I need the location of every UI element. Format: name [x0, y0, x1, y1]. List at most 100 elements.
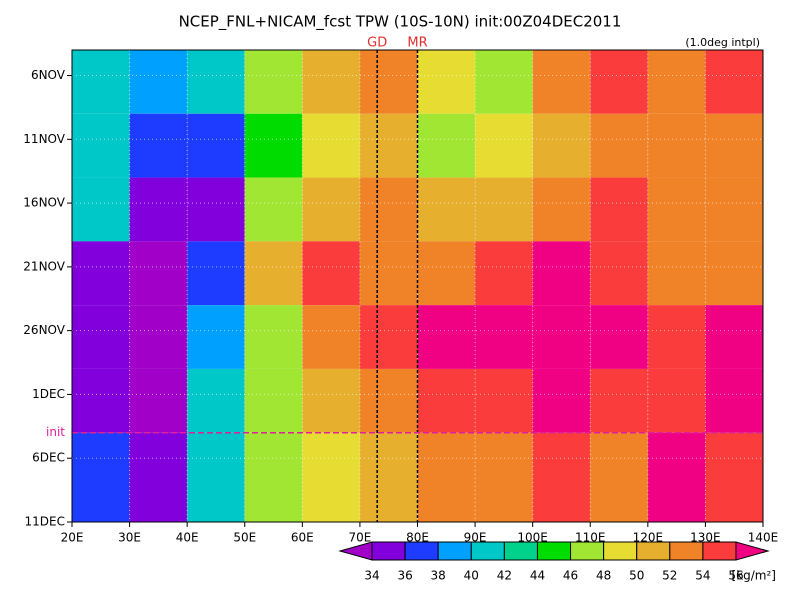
cell	[417, 50, 476, 114]
x-tick-label: 100E	[517, 531, 548, 545]
x-tick-label: 130E	[690, 531, 721, 545]
cell	[475, 241, 533, 306]
cell	[72, 241, 130, 306]
cell	[417, 432, 476, 522]
cell	[532, 50, 591, 114]
cell	[647, 50, 706, 114]
cell	[475, 50, 533, 114]
cell	[475, 368, 533, 433]
colorbar-box	[636, 541, 671, 561]
x-tick-label: 20E	[61, 531, 84, 545]
cell	[72, 113, 130, 178]
cell	[647, 432, 706, 522]
colorbar-box	[702, 541, 737, 561]
colorbar-label: 36	[397, 569, 412, 583]
cell	[590, 241, 648, 306]
cell	[417, 177, 476, 242]
cell	[72, 305, 130, 369]
y-tick-label: 26NOV	[23, 323, 65, 337]
y-tick-label: 21NOV	[23, 259, 65, 273]
cell	[302, 305, 360, 369]
cell	[244, 305, 303, 369]
colorbar-label: 56	[728, 569, 743, 583]
x-tick-label: 120E	[633, 531, 664, 545]
note: (1.0deg intpl)	[685, 36, 760, 49]
colorbar-box	[669, 541, 704, 561]
cell	[129, 305, 188, 369]
cell	[359, 177, 418, 242]
cell	[532, 177, 591, 242]
colorbar-label: 48	[596, 569, 611, 583]
cell	[302, 113, 360, 178]
cell	[590, 305, 648, 369]
colorbar-label: 46	[563, 569, 578, 583]
init-label: init	[46, 425, 65, 439]
cell	[647, 305, 706, 369]
cell	[475, 305, 533, 369]
cell	[417, 368, 476, 433]
cell	[647, 368, 706, 433]
x-tick-label: 80E	[406, 531, 429, 545]
x-tick-label: 90E	[464, 531, 487, 545]
x-tick-label: 110E	[575, 531, 606, 545]
cell	[129, 241, 188, 306]
cell	[590, 50, 648, 114]
y-tick-label: 11DEC	[25, 515, 65, 529]
colorbar-label: 50	[629, 569, 644, 583]
cell	[590, 113, 648, 178]
y-tick-label: 11NOV	[23, 132, 65, 146]
cell	[187, 368, 245, 433]
cell	[705, 177, 763, 242]
cell	[244, 113, 303, 178]
cell	[647, 113, 706, 178]
cell	[72, 50, 130, 114]
x-tick-label: 40E	[176, 531, 199, 545]
cell	[475, 177, 533, 242]
cell	[187, 50, 245, 114]
cell	[359, 432, 418, 522]
cell	[129, 50, 188, 114]
cell	[590, 177, 648, 242]
cell	[302, 241, 360, 306]
y-tick-label: 1DEC	[32, 387, 65, 401]
colorbar-label: 54	[695, 569, 710, 583]
cell	[302, 177, 360, 242]
cell	[302, 368, 360, 433]
colorbar-low	[338, 541, 373, 561]
cell	[72, 177, 130, 242]
y-tick-label: 6NOV	[31, 68, 66, 82]
reference-label: MR	[407, 36, 427, 51]
cell	[532, 368, 591, 433]
reference-label: GD	[367, 36, 387, 51]
colorbar-label: 52	[662, 569, 677, 583]
cell	[705, 305, 763, 369]
cell	[72, 368, 130, 433]
cell	[187, 305, 245, 369]
cell	[705, 113, 763, 178]
colorbar-label: 40	[464, 569, 479, 583]
cell	[187, 432, 245, 522]
cell	[129, 113, 188, 178]
cell	[417, 305, 476, 369]
cell	[705, 368, 763, 433]
cell	[705, 241, 763, 306]
cell	[705, 432, 763, 522]
cell	[302, 50, 360, 114]
x-tick-label: 70E	[348, 531, 371, 545]
cell	[129, 432, 188, 522]
cell	[302, 432, 360, 522]
cell	[417, 241, 476, 306]
x-tick-label: 60E	[291, 531, 314, 545]
chart-title: NCEP_FNL+NICAM_fcst TPW (10S-10N) init:0…	[179, 13, 622, 32]
cell	[475, 113, 533, 178]
colorbar-high	[735, 541, 770, 561]
cell	[417, 113, 476, 178]
colorbar-box	[404, 541, 439, 561]
cell	[532, 241, 591, 306]
cell	[532, 113, 591, 178]
colorbar-unit: [kg/m²]	[732, 569, 776, 583]
cell	[359, 113, 418, 178]
colorbar-box	[503, 541, 538, 561]
cell	[532, 432, 591, 522]
